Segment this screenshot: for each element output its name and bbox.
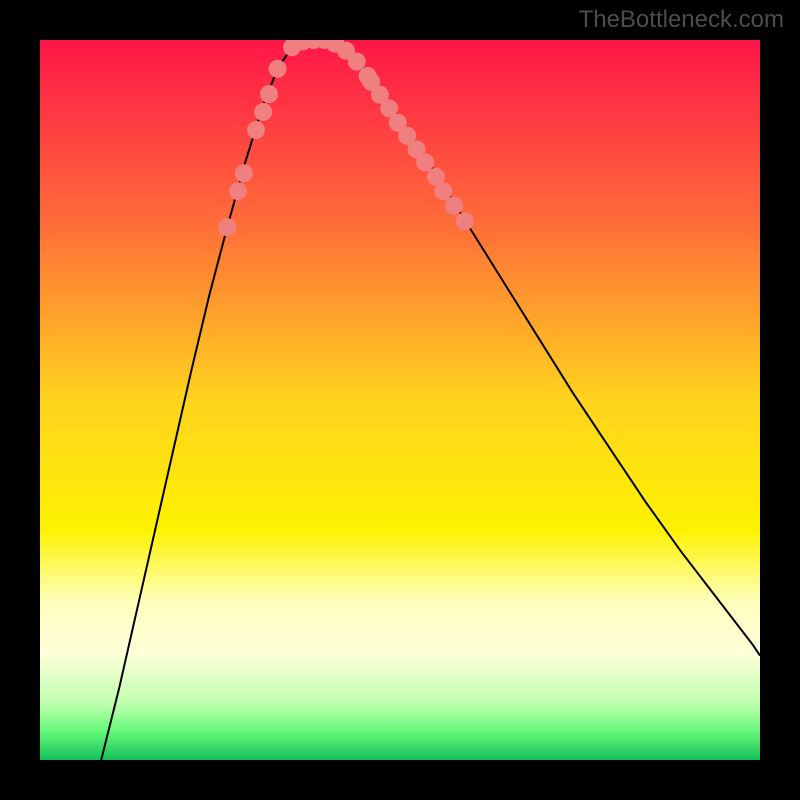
marker-dot	[434, 182, 452, 200]
watermark-text: TheBottleneck.com	[579, 6, 784, 34]
marker-dot	[254, 103, 272, 121]
marker-dot	[247, 121, 265, 139]
plot-area	[40, 40, 760, 760]
marker-dot	[445, 197, 463, 215]
marker-dot	[456, 212, 474, 230]
marker-dot	[416, 153, 434, 171]
marker-dot	[229, 182, 247, 200]
marker-dot	[218, 218, 236, 236]
marker-dot	[235, 164, 253, 182]
curve	[328, 40, 760, 656]
marker-dot	[348, 53, 366, 71]
curve	[101, 40, 306, 760]
chart-frame: TheBottleneck.com	[0, 0, 800, 800]
curve-layer	[40, 40, 760, 760]
marker-dot	[260, 85, 278, 103]
marker-dot	[269, 60, 287, 78]
